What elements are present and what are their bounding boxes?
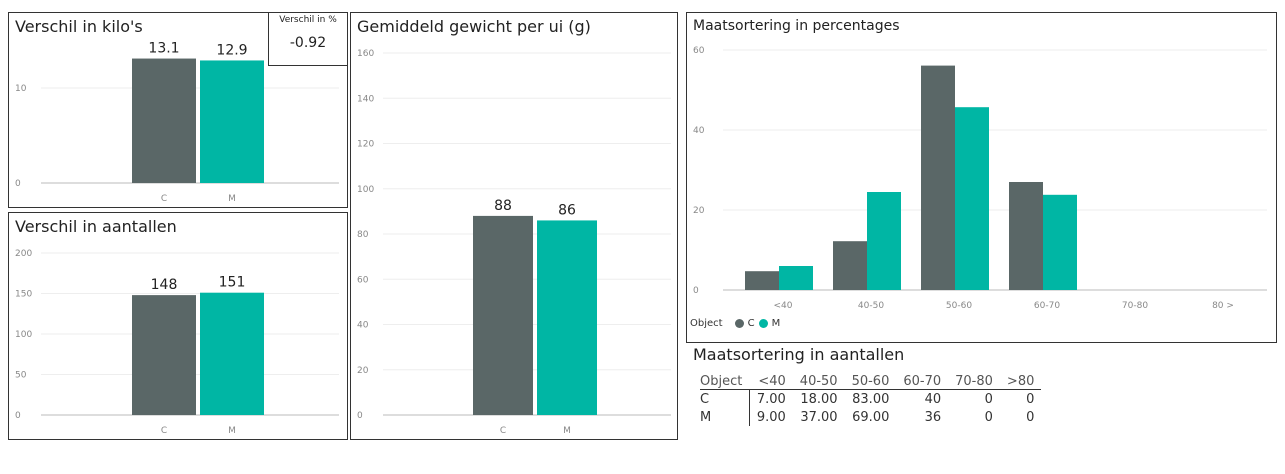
table-cell: 0	[984, 409, 993, 425]
x-tick-label: <40	[774, 301, 793, 311]
data-label: 148	[151, 277, 178, 293]
table-header: 60-70	[896, 374, 949, 390]
data-label: 13.1	[148, 41, 179, 57]
bar-c	[132, 58, 196, 183]
table-header: 70-80	[948, 374, 1000, 390]
bar-c	[132, 295, 196, 415]
legend-item-m: M	[771, 318, 781, 329]
legend-dot-c	[734, 319, 744, 328]
kilos-title: Verschil in kilo's	[15, 17, 143, 36]
y-tick-label: 140	[357, 94, 374, 104]
bar-m	[779, 266, 813, 290]
y-tick-label: 60	[693, 46, 705, 56]
percentages-panel: Maatsortering in percentages 0 20 40 60 <40 4…	[686, 12, 1277, 343]
table-header: 50-60	[844, 374, 897, 390]
table-cell: 0	[1026, 409, 1035, 425]
y-tick-label: 0	[15, 411, 21, 421]
table-header: <40	[749, 374, 793, 390]
y-tick-label: 60	[357, 275, 369, 285]
data-label: 12.9	[216, 42, 247, 58]
x-tick-label: 40-50	[858, 301, 884, 311]
aantallen-chart: 0 50 100 150 200 148 C 151 M	[15, 249, 339, 436]
bar-m	[1043, 194, 1077, 290]
data-label: 86	[558, 202, 576, 218]
y-tick-label: 0	[15, 179, 21, 189]
legend-dot-m	[758, 319, 768, 328]
percentages-chart: 0 20 40 60 <40 40-50 50-60 60-70 70-80 80 >	[693, 46, 1267, 311]
table-cell: 9.00	[756, 409, 786, 425]
table-row: M 9.00 37.00 69.00 36 0 0	[700, 408, 1041, 426]
table-header: Object	[700, 374, 750, 390]
kilos-chart: 0 10 13.1 C 12.9 M	[15, 41, 339, 204]
bar-c	[745, 271, 779, 290]
y-tick-label: 40	[357, 321, 369, 331]
y-tick-label: 100	[357, 185, 374, 195]
x-tick-label: 80 >	[1212, 301, 1234, 311]
bar-c	[833, 241, 867, 290]
table-cell: 40	[924, 391, 942, 407]
x-tick-label: C	[161, 426, 167, 436]
x-tick-label: M	[563, 426, 571, 436]
kpi-title: Verschil in %	[279, 15, 337, 25]
y-tick-label: 40	[693, 126, 705, 136]
x-tick-label: M	[228, 426, 236, 436]
gewicht-title: Gemiddeld gewicht per ui (g)	[357, 17, 591, 36]
sorting-table: Object <40 40-50 50-60 60-70 70-80 >80 C…	[700, 374, 1042, 426]
table-cell: C	[700, 389, 750, 408]
table-title: Maatsortering in aantallen	[693, 345, 905, 364]
x-tick-label: 60-70	[1034, 301, 1060, 311]
aantallen-title: Verschil in aantallen	[15, 217, 177, 236]
table-header: 40-50	[792, 374, 845, 390]
y-tick-label: 80	[357, 230, 369, 240]
legend-label: Object	[690, 318, 723, 329]
table-cell: 0	[1026, 391, 1035, 407]
y-tick-label: 200	[15, 249, 32, 259]
gewicht-chart: 0 20 40 60 80 100 120 140 160 88 C 86 M	[357, 49, 671, 436]
table-cell: 18.00	[800, 391, 838, 407]
y-tick-label: 20	[693, 206, 705, 216]
bar-c	[1009, 182, 1043, 290]
x-tick-label: 50-60	[946, 301, 972, 311]
table-cell: 0	[984, 391, 993, 407]
table-cell: 83.00	[852, 391, 890, 407]
percentages-title: Maatsortering in percentages	[693, 18, 900, 34]
y-tick-label: 10	[15, 84, 27, 94]
gewicht-panel: Gemiddeld gewicht per ui (g) 0 20 40 60 80 10…	[350, 12, 678, 440]
bar-m	[200, 60, 264, 184]
table-header: >80	[999, 374, 1042, 390]
y-tick-label: 120	[357, 140, 374, 150]
aantallen-panel: Verschil in aantallen 0 50 100 150 200 148 C 15…	[8, 212, 348, 440]
table-header-row: Object <40 40-50 50-60 60-70 70-80 >80	[700, 374, 1042, 390]
x-tick-label: M	[228, 194, 236, 204]
y-tick-label: 50	[15, 371, 27, 381]
y-tick-label: 20	[357, 366, 369, 376]
table-row: C 7.00 18.00 83.00 40 0 0	[700, 389, 1041, 408]
table-cell: 69.00	[852, 409, 890, 425]
y-tick-label: 100	[15, 330, 32, 340]
table-cell: 7.00	[756, 391, 786, 407]
table-cell: M	[700, 408, 750, 426]
y-tick-label: 0	[357, 411, 363, 421]
kpi-card: Verschil in % -0.92	[268, 12, 348, 66]
table-cell: 37.00	[800, 409, 838, 425]
bar-c	[921, 65, 955, 290]
y-tick-label: 150	[15, 290, 32, 300]
bar-m	[200, 292, 264, 415]
table-cell: 36	[924, 409, 942, 425]
x-tick-label: C	[500, 426, 506, 436]
legend: Object C M	[690, 318, 780, 329]
bar-m	[867, 192, 901, 290]
data-label: 151	[219, 275, 246, 291]
bar-c	[473, 215, 533, 415]
bar-m	[955, 107, 989, 290]
legend-item-c: C	[747, 318, 755, 329]
y-tick-label: 160	[357, 49, 374, 59]
x-tick-label: 70-80	[1122, 301, 1148, 311]
data-label: 88	[494, 198, 512, 214]
bar-m	[537, 220, 597, 415]
x-tick-label: C	[161, 194, 167, 204]
y-tick-label: 0	[693, 286, 699, 296]
kpi-value: -0.92	[289, 35, 327, 51]
